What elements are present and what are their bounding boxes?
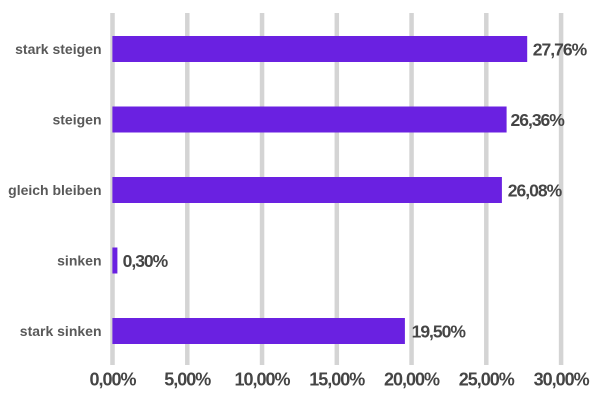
svg-text:25,00%: 25,00%: [459, 370, 515, 390]
svg-text:20,00%: 20,00%: [384, 370, 440, 390]
svg-text:27,76%: 27,76%: [533, 39, 588, 59]
svg-text:0,00%: 0,00%: [89, 370, 136, 390]
svg-text:stark steigen: stark steigen: [15, 41, 101, 57]
svg-text:15,00%: 15,00%: [309, 370, 365, 390]
svg-text:steigen: steigen: [52, 112, 101, 128]
svg-text:19,50%: 19,50%: [412, 321, 467, 341]
svg-text:30,00%: 30,00%: [534, 370, 590, 390]
svg-text:stark sinken: stark sinken: [20, 323, 102, 339]
svg-text:10,00%: 10,00%: [235, 370, 291, 390]
svg-text:0,30%: 0,30%: [123, 251, 169, 271]
svg-text:gleich bleiben: gleich bleiben: [8, 182, 101, 198]
svg-text:5,00%: 5,00%: [164, 370, 211, 390]
svg-text:26,36%: 26,36%: [511, 110, 566, 130]
svg-text:26,08%: 26,08%: [508, 180, 563, 200]
svg-text:sinken: sinken: [57, 253, 101, 269]
